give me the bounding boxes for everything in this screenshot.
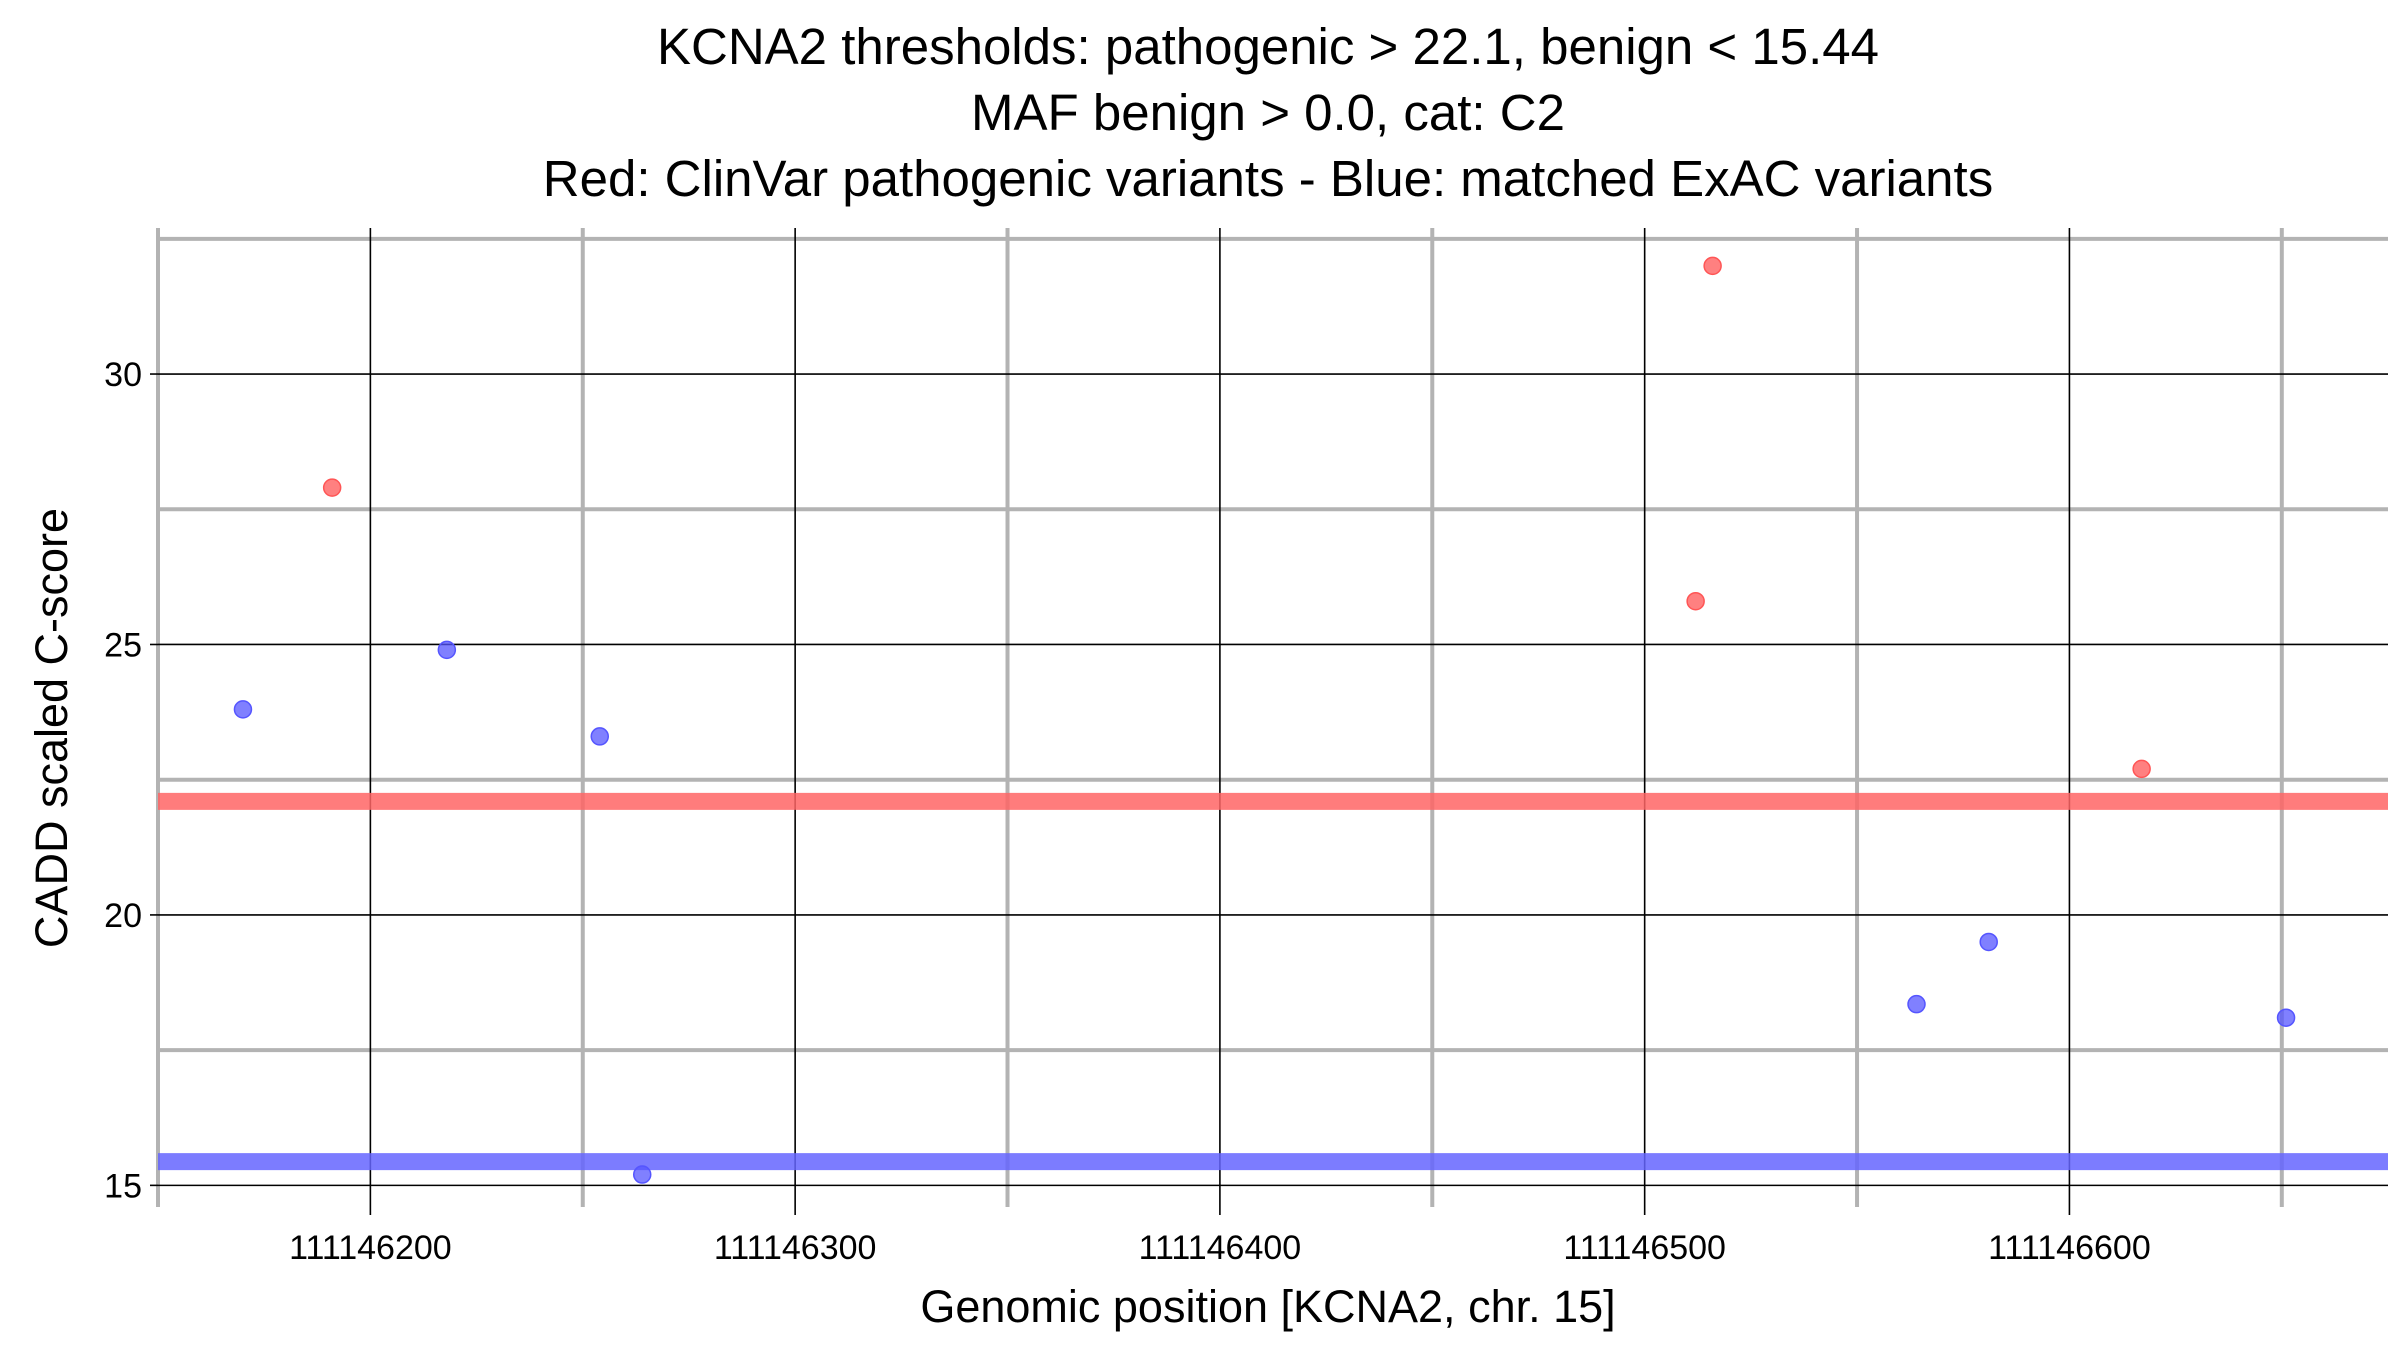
plot-area: 15 20 25 30 111146200 111146300 111146400 11114…	[104, 228, 2388, 1267]
exac-variant-point	[2276, 1008, 2296, 1027]
chart-title: KCNA2 thresholds: pathogenic > 22.1, ben…	[543, 18, 1993, 207]
exac-variant-point	[437, 640, 457, 660]
clinvar-pathogenic-point	[1703, 256, 1722, 276]
y-tick-label: 25	[104, 626, 142, 664]
exac-variant-point	[590, 727, 610, 746]
x-tick-label: 111146600	[1988, 1229, 2151, 1267]
exac-variant-point	[1979, 932, 1998, 952]
y-tick-label: 30	[104, 356, 142, 394]
x-tick-label: 111146200	[289, 1229, 452, 1267]
x-tick-label: 111146400	[1139, 1229, 1302, 1267]
exac-variant-point	[632, 1165, 652, 1184]
x-tick-label: 111146300	[714, 1229, 877, 1267]
title-line-3: Red: ClinVar pathogenic variants - Blue:…	[543, 150, 1993, 207]
clinvar-pathogenic-point	[1686, 591, 1705, 611]
x-tick-label: 111146500	[1563, 1229, 1726, 1267]
y-tick-label: 20	[104, 897, 142, 935]
clinvar-pathogenic-point	[2132, 759, 2151, 779]
exac-variant-point	[233, 700, 253, 719]
y-axis-title: CADD scaled C-score	[26, 508, 77, 948]
title-line-2: MAF benign > 0.0, cat: C2	[971, 84, 1565, 141]
title-line-1: KCNA2 thresholds: pathogenic > 22.1, ben…	[657, 18, 1879, 75]
x-axis-title: Genomic position [KCNA2, chr. 15]	[920, 1281, 1615, 1332]
y-tick-label: 15	[104, 1167, 142, 1205]
exac-variant-point	[1907, 994, 1926, 1014]
clinvar-pathogenic-point	[322, 478, 342, 497]
